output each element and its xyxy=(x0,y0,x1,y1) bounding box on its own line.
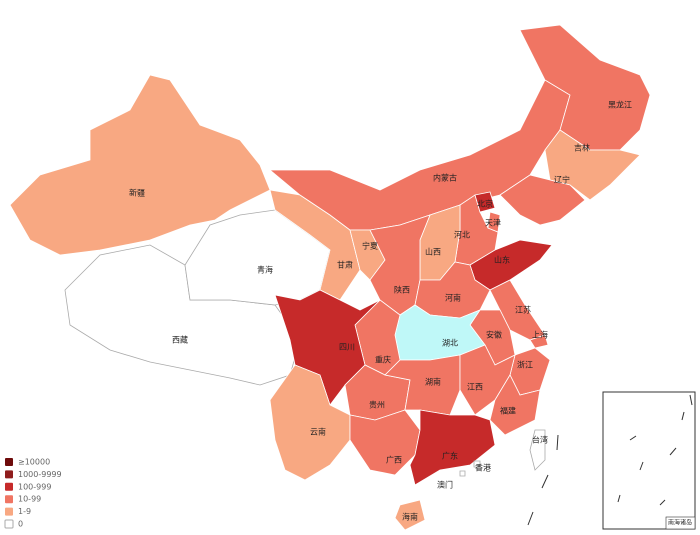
inset-box xyxy=(602,391,696,530)
province-label: 山东 xyxy=(494,255,510,265)
legend-swatch xyxy=(5,495,13,504)
province-label: 新疆 xyxy=(129,188,145,198)
province-label: 海南 xyxy=(402,512,418,522)
province-label: 甘肃 xyxy=(337,260,353,270)
province-label: 吉林 xyxy=(574,143,590,153)
sea-lines xyxy=(527,434,559,526)
province-label: 北京 xyxy=(477,199,493,209)
province-label: 云南 xyxy=(310,427,326,437)
province-label: 四川 xyxy=(339,343,355,352)
inset-islands xyxy=(617,394,693,506)
legend-swatch xyxy=(4,519,14,529)
province-label: 上海 xyxy=(532,330,548,340)
province-label: 澳门 xyxy=(437,480,453,490)
legend-swatch xyxy=(5,507,13,516)
province xyxy=(499,174,586,226)
legend-label: 1000-9999 xyxy=(18,470,62,479)
legend-label: 1-9 xyxy=(18,507,31,516)
province xyxy=(349,409,421,476)
legend-swatch xyxy=(5,470,13,479)
province xyxy=(519,24,651,151)
province-label: 内蒙古 xyxy=(433,173,457,183)
legend-label: 10-99 xyxy=(18,495,41,504)
province-label: 重庆 xyxy=(375,355,391,365)
province-label: 河南 xyxy=(445,293,461,303)
province xyxy=(489,374,541,436)
province-label: 天津 xyxy=(485,218,501,228)
province-label: 台湾 xyxy=(532,435,548,445)
province-label: 河北 xyxy=(454,230,470,240)
province xyxy=(9,74,271,256)
province-label: 辽宁 xyxy=(554,175,570,185)
province-label: 江西 xyxy=(467,383,483,392)
inset-label-box xyxy=(665,516,696,530)
province-label: 安徽 xyxy=(486,330,502,340)
province-label: 浙江 xyxy=(517,360,533,370)
province-label: 山西 xyxy=(425,247,441,257)
legend-label: 100-999 xyxy=(18,482,51,491)
province-label: 黑龙江 xyxy=(608,100,632,110)
province-label: 江苏 xyxy=(515,305,531,315)
province-label: 广东 xyxy=(442,451,458,461)
province xyxy=(409,409,496,486)
province-label: 陕西 xyxy=(394,285,410,295)
province xyxy=(529,429,546,471)
province xyxy=(474,191,496,213)
province-label: 湖北 xyxy=(442,339,458,348)
province-label: 香港 xyxy=(475,463,491,473)
inset-label: 南海诸岛 xyxy=(668,519,692,527)
province-label: 青海 xyxy=(257,265,273,275)
province-label: 广西 xyxy=(386,455,402,465)
legend-label: 0 xyxy=(18,520,23,529)
legend-swatch xyxy=(5,458,13,466)
province xyxy=(473,460,481,468)
province-label: 西藏 xyxy=(172,335,188,345)
province xyxy=(529,334,549,349)
province-label: 湖南 xyxy=(425,377,441,387)
province-label: 宁夏 xyxy=(362,241,378,251)
province xyxy=(394,499,426,531)
legend-label: ≥10000 xyxy=(18,458,50,467)
province-label: 福建 xyxy=(500,406,516,416)
province xyxy=(487,211,501,233)
province-label: 贵州 xyxy=(369,400,385,410)
province xyxy=(459,470,466,477)
legend-swatch xyxy=(5,482,13,491)
